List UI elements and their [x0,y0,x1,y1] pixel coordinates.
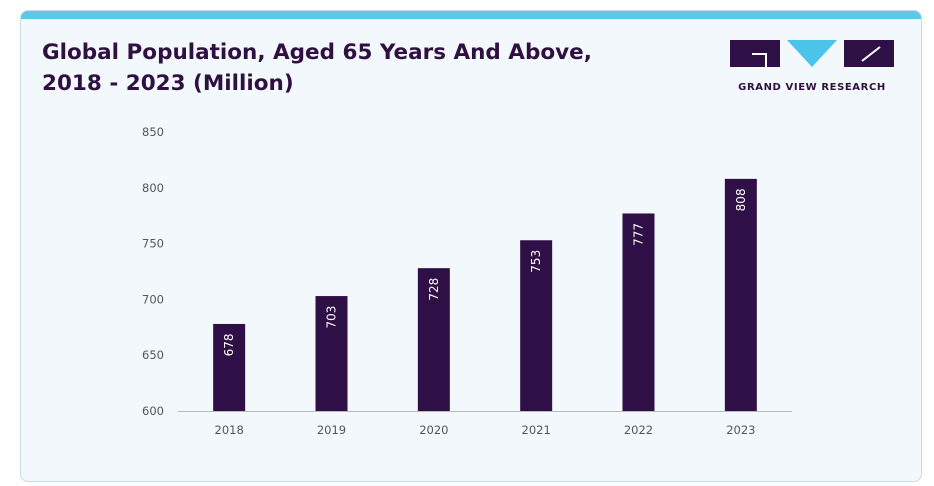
y-tick-label: 700 [142,292,164,306]
data-label: 808 [734,188,748,211]
y-tick-label: 600 [142,404,164,418]
bar-2020 [417,268,450,411]
logo-triangle [787,40,837,67]
x-tick-label: 2021 [522,423,551,437]
bar-2021 [520,240,553,411]
logo-block-right [844,40,894,67]
chart-title-line-1: Global Population, Aged 65 Years And Abo… [42,40,592,65]
chart-card: Global Population, Aged 65 Years And Abo… [20,10,922,482]
grand-view-research-logo: GRAND VIEW RESEARCH [730,38,894,93]
bar-2022 [622,213,655,411]
y-tick-label: 800 [142,181,164,195]
y-tick-label: 850 [142,125,164,139]
y-tick-label: 650 [142,348,164,362]
bar-2018 [213,323,246,411]
x-tick-label: 2019 [317,423,346,437]
x-tick-label: 2018 [215,423,244,437]
y-tick-label: 750 [142,237,164,251]
x-tick-label: 2022 [624,423,653,437]
x-tick-label: 2023 [726,423,755,437]
data-label: 728 [427,278,441,301]
data-label: 703 [325,306,339,329]
data-label: 753 [529,250,543,273]
bar-2019 [315,296,348,411]
accent-top-bar [21,11,921,19]
logo-notch-left [752,53,767,67]
data-label: 777 [632,223,646,246]
chart-title-line-2: 2018 - 2023 (Million) [42,71,294,96]
logo-text: GRAND VIEW RESEARCH [738,82,886,93]
x-tick-label: 2020 [419,423,448,437]
logo-notch-right [861,46,881,62]
logo-mark-icon [730,40,894,67]
chart-title: Global Population, Aged 65 Years And Abo… [42,37,682,99]
data-label: 678 [222,333,236,356]
bar-2023 [724,178,757,411]
